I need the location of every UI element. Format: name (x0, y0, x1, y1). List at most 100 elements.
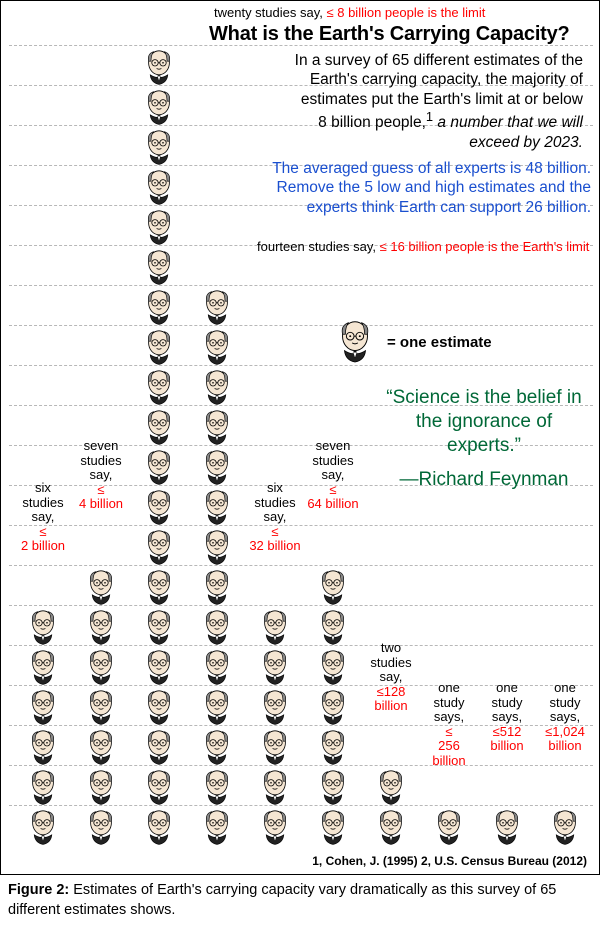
column-label-red: ≤64 billion (307, 482, 358, 512)
scientist-head-icon (139, 126, 179, 166)
scientist-head-icon (139, 166, 179, 206)
scientist-head-icon (139, 206, 179, 246)
scientist-head-icon (139, 166, 179, 206)
legend-text: = one estimate (387, 334, 492, 351)
scientist-head-icon (81, 766, 121, 806)
scientist-head-icon (545, 806, 585, 846)
caption-rest: Estimates of Earth's carrying capacity v… (8, 882, 556, 918)
scientist-head-icon (139, 286, 179, 326)
blue-line: The averaged guess of all experts is 48 … (272, 160, 591, 177)
column-label-black: sevenstudiessay, (312, 438, 353, 482)
scientist-head-icon (197, 686, 237, 726)
column-label: onestudysays,≤1,024billion (537, 681, 593, 754)
intro-line: Earth's carrying capacity, the majority … (310, 71, 583, 88)
scientist-head-icon (139, 646, 179, 686)
scientist-head-icon (313, 606, 353, 646)
scientist-head-icon (255, 686, 295, 726)
scientist-head-icon (139, 766, 179, 806)
fourteen-red: ≤ 16 billion people is the Earth's limit (380, 239, 590, 254)
scientist-head-icon (139, 646, 179, 686)
column-label: sevenstudiessay,≤64 billion (307, 439, 359, 512)
scientist-head-icon (197, 606, 237, 646)
scientist-head-icon (197, 806, 237, 846)
scientist-head-icon (139, 446, 179, 486)
scientist-head-icon (313, 766, 353, 806)
pictogram-column (195, 286, 239, 846)
gridline (9, 325, 593, 326)
scientist-head-icon (371, 766, 411, 806)
column-label-black: twostudiessay, (370, 640, 411, 684)
intro-line: In a survey of 65 different estimates of… (295, 52, 583, 69)
scientist-head-icon (255, 686, 295, 726)
column-label-red: ≤128billion (374, 684, 407, 714)
scientist-head-icon (81, 606, 121, 646)
scientist-head-icon (313, 566, 353, 606)
scientist-head-icon (255, 726, 295, 766)
scientist-head-icon (81, 806, 121, 846)
scientist-head-icon (139, 126, 179, 166)
scientist-head-icon (139, 566, 179, 606)
scientist-head-icon (197, 766, 237, 806)
scientist-head-icon (487, 806, 527, 846)
scientist-head-icon (23, 686, 63, 726)
fourteen-line: fourteen studies say, ≤ 16 billion peopl… (257, 239, 589, 254)
scientist-head-icon (139, 726, 179, 766)
scientist-head-icon (197, 646, 237, 686)
scientist-head-icon (139, 686, 179, 726)
column-label-red: ≤1,024billion (545, 724, 585, 754)
scientist-head-icon (197, 526, 237, 566)
scientist-head-icon (313, 766, 353, 806)
scientist-head-icon (139, 766, 179, 806)
pictogram-column (79, 566, 123, 846)
scientist-head-icon (139, 366, 179, 406)
scientist-head-icon (139, 446, 179, 486)
scientist-head-icon (139, 46, 179, 86)
scientist-head-icon (197, 406, 237, 446)
scientist-head-icon (331, 316, 379, 364)
scientist-head-icon (255, 806, 295, 846)
scientist-head-icon (139, 406, 179, 446)
scientist-head-icon (313, 726, 353, 766)
gridline (9, 365, 593, 366)
scientist-head-icon (139, 246, 179, 286)
scientist-head-icon (197, 806, 237, 846)
scientist-head-icon (197, 406, 237, 446)
scientist-head-icon (313, 606, 353, 646)
blue-line: experts think Earth can support 26 billi… (307, 199, 591, 216)
scientist-head-icon (197, 366, 237, 406)
pictogram-column (369, 766, 413, 846)
scientist-head-icon (81, 566, 121, 606)
scientist-head-icon (313, 806, 353, 846)
figure-caption: Figure 2: Estimates of Earth's carrying … (0, 875, 602, 928)
scientist-head-icon (139, 486, 179, 526)
column-label: sixstudiessay,≤32 billion (249, 481, 301, 554)
scientist-head-icon (139, 366, 179, 406)
scientist-head-icon (197, 326, 237, 366)
scientist-head-icon (139, 246, 179, 286)
intro-paragraph: In a survey of 65 different estimates of… (213, 51, 583, 152)
legend: = one estimate (331, 316, 492, 368)
scientist-head-icon (255, 806, 295, 846)
scientist-head-icon (139, 726, 179, 766)
scientist-head-icon (255, 606, 295, 646)
scientist-head-icon (429, 806, 469, 846)
scientist-head-icon (139, 326, 179, 366)
scientist-head-icon (197, 526, 237, 566)
scientist-head-icon (81, 766, 121, 806)
scientist-head-icon (371, 806, 411, 846)
scientist-head-icon (23, 606, 63, 646)
pictogram-column (253, 606, 297, 846)
scientist-head-icon (23, 726, 63, 766)
gridline (9, 285, 593, 286)
blue-commentary: The averaged guess of all experts is 48 … (213, 159, 591, 217)
scientist-head-icon (197, 726, 237, 766)
top-bar-red: ≤ 8 billion people is the limit (326, 5, 485, 20)
scientist-head-icon (197, 446, 237, 486)
scientist-head-icon (139, 46, 179, 86)
scientist-head-icon (139, 406, 179, 446)
scientist-head-icon (313, 646, 353, 686)
scientist-head-icon (139, 326, 179, 366)
blue-line: Remove the 5 low and high estimates and … (277, 179, 592, 196)
pictogram-column (485, 806, 529, 846)
scientist-head-icon (23, 806, 63, 846)
